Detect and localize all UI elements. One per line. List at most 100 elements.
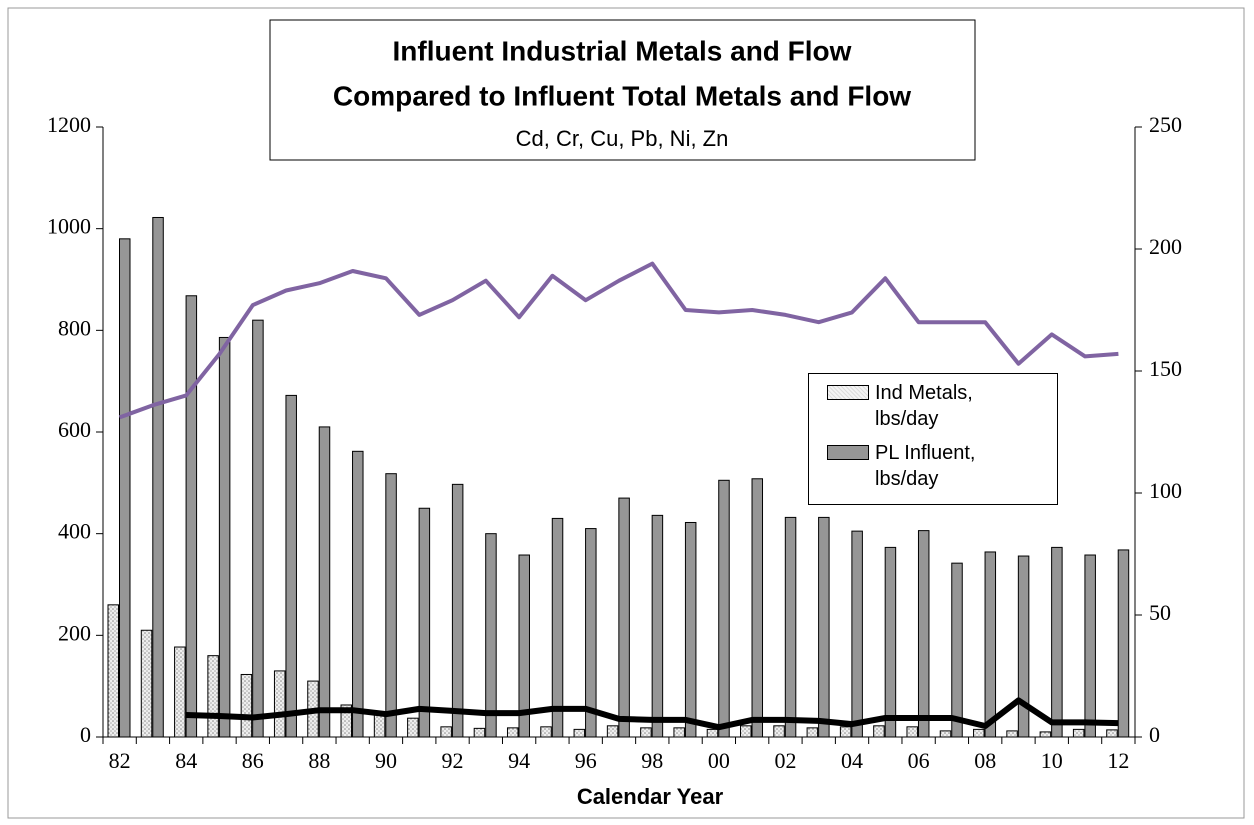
bar xyxy=(407,717,419,738)
legend-label: Ind Metals, lbs/day xyxy=(875,382,973,430)
y2-tick-label: 250 xyxy=(1149,112,1182,137)
x-tick-label: 12 xyxy=(1107,748,1129,773)
bar xyxy=(1039,731,1052,738)
bar xyxy=(784,516,797,738)
x-axis-label: Calendar Year xyxy=(577,784,724,809)
y-tick-label: 0 xyxy=(80,722,91,747)
line xyxy=(186,697,1119,731)
bar xyxy=(984,551,997,738)
y2-tick-label: 200 xyxy=(1149,234,1182,259)
bar xyxy=(218,336,231,738)
x-tick-label: 00 xyxy=(708,748,730,773)
bar xyxy=(751,478,764,738)
x-tick-label: 82 xyxy=(109,748,131,773)
bar xyxy=(773,725,785,738)
bar xyxy=(1084,554,1096,738)
y-tick-label: 1200 xyxy=(47,112,91,137)
bar xyxy=(673,727,685,738)
bar xyxy=(973,728,985,738)
legend-item: PL Influent, lbs/day xyxy=(817,440,1049,492)
bar xyxy=(585,528,597,738)
y-tick-label: 600 xyxy=(58,417,91,442)
bar xyxy=(418,507,431,738)
bar xyxy=(573,728,586,738)
y2-tick-label: 50 xyxy=(1149,600,1171,625)
bar xyxy=(174,646,186,738)
title-box xyxy=(269,19,976,161)
bar xyxy=(485,533,497,738)
bar xyxy=(606,725,619,738)
bar xyxy=(119,238,131,738)
chart-subtitle: Cd, Cr, Cu, Pb, Ni, Zn xyxy=(516,126,729,151)
line xyxy=(118,261,1119,420)
bar xyxy=(851,530,863,738)
bar xyxy=(818,516,830,738)
bar xyxy=(252,319,264,738)
bar xyxy=(618,497,630,738)
bar xyxy=(1006,730,1018,738)
bar xyxy=(373,713,386,738)
x-tick-label: 94 xyxy=(508,748,530,773)
y-tick-label: 200 xyxy=(58,620,91,645)
bar xyxy=(651,514,664,738)
x-tick-label: 86 xyxy=(242,748,264,773)
bar xyxy=(1072,728,1085,738)
y-tick-label: 400 xyxy=(58,519,91,544)
legend-item: Ind Metals, lbs/day xyxy=(817,380,1049,432)
legend: Ind Metals, lbs/day PL Influent, lbs/day xyxy=(808,373,1058,505)
x-tick-label: 90 xyxy=(375,748,397,773)
x-tick-label: 88 xyxy=(308,748,330,773)
bar xyxy=(107,604,119,738)
bar xyxy=(640,727,652,738)
bar xyxy=(706,728,719,738)
bar xyxy=(506,727,519,738)
x-tick-label: 96 xyxy=(575,748,597,773)
bar xyxy=(740,725,752,738)
bar xyxy=(140,629,153,738)
bar xyxy=(906,726,918,738)
y2-tick-label: 0 xyxy=(1149,722,1160,747)
bar xyxy=(240,673,253,738)
bar xyxy=(951,562,963,738)
bar xyxy=(684,521,697,738)
bar xyxy=(806,727,819,738)
x-tick-label: 98 xyxy=(641,748,663,773)
y-tick-label: 1000 xyxy=(47,214,91,239)
x-tick-label: 06 xyxy=(908,748,930,773)
bar xyxy=(207,655,219,738)
frame xyxy=(7,7,1245,819)
bar xyxy=(718,479,730,738)
bar xyxy=(1017,555,1030,738)
bar xyxy=(1117,549,1130,738)
chart-title: Influent Industrial Metals and Flow xyxy=(393,35,852,66)
y2-tick-label: 150 xyxy=(1149,356,1182,381)
bar xyxy=(451,483,464,738)
bar xyxy=(839,726,852,738)
x-tick-label: 92 xyxy=(442,748,464,773)
bar xyxy=(318,426,331,738)
legend-label: PL Influent, lbs/day xyxy=(875,442,976,490)
bar xyxy=(352,450,364,738)
x-tick-label: 08 xyxy=(974,748,996,773)
bar xyxy=(873,725,885,738)
legend-swatch xyxy=(827,445,869,460)
y2-tick-label: 100 xyxy=(1149,478,1182,503)
bar xyxy=(551,517,564,738)
bar xyxy=(917,530,930,738)
bar xyxy=(273,670,286,738)
bar xyxy=(540,726,552,738)
bar xyxy=(285,394,297,738)
y-tick-label: 800 xyxy=(58,315,91,340)
x-tick-label: 84 xyxy=(175,748,197,773)
chart-title: Compared to Influent Total Metals and Fl… xyxy=(333,80,911,111)
x-tick-label: 04 xyxy=(841,748,863,773)
bar xyxy=(440,726,452,738)
bar xyxy=(152,216,164,738)
legend-swatch xyxy=(827,385,869,400)
bar xyxy=(1106,729,1118,738)
bar xyxy=(1051,546,1063,738)
x-tick-label: 10 xyxy=(1041,748,1063,773)
bar xyxy=(185,295,198,738)
